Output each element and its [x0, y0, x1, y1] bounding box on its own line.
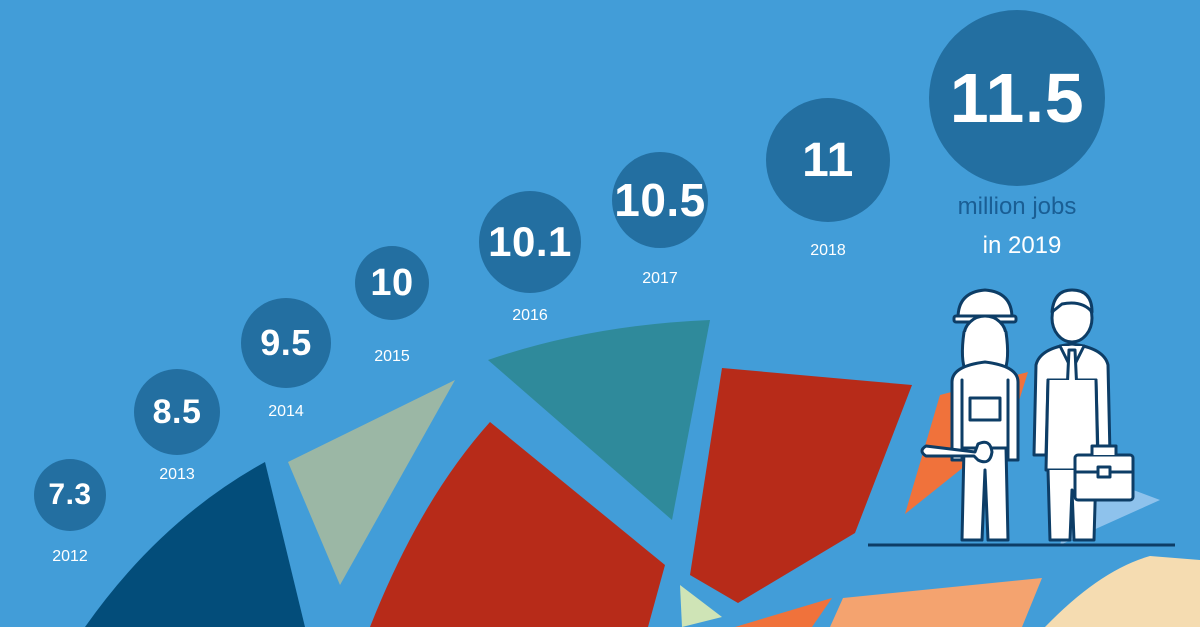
fan-segment-red-right — [690, 368, 912, 603]
businessman-briefcase-icon — [1032, 288, 1135, 542]
year-label-2017: 2017 — [642, 270, 678, 287]
fan-segment-peach — [830, 578, 1042, 627]
value-bubble-2016: 10.1 — [479, 191, 581, 293]
fan-segment-orange — [735, 598, 832, 627]
female-worker-hardhat-icon — [920, 288, 1020, 542]
value-bubble-2018: 11 — [766, 98, 890, 222]
fan-segment-navy — [85, 462, 305, 627]
value-bubble-2019: 11.5 — [929, 10, 1105, 186]
highlight-caption-unit: million jobs — [957, 193, 1077, 220]
value-bubble-2017: 10.5 — [612, 152, 708, 248]
year-label-2018: 2018 — [810, 242, 846, 259]
year-label-2013: 2013 — [159, 466, 195, 483]
year-label-2016: 2016 — [512, 307, 548, 324]
value-bubble-2012: 7.3 — [34, 459, 106, 531]
highlight-caption-year: in 2019 — [982, 232, 1062, 259]
year-label-2014: 2014 — [268, 403, 304, 420]
value-bubble-2015: 10 — [355, 246, 429, 320]
value-bubble-2013: 8.5 — [134, 369, 220, 455]
fan-segment-sage — [288, 380, 455, 585]
fan-segment-light-green — [680, 585, 722, 627]
fan-segment-red-left — [370, 422, 665, 627]
year-label-2015: 2015 — [374, 348, 410, 365]
fan-segment-teal — [488, 320, 710, 520]
value-bubble-2014: 9.5 — [241, 298, 331, 388]
year-label-2012: 2012 — [52, 548, 88, 565]
fan-segment-cream — [1045, 556, 1200, 627]
